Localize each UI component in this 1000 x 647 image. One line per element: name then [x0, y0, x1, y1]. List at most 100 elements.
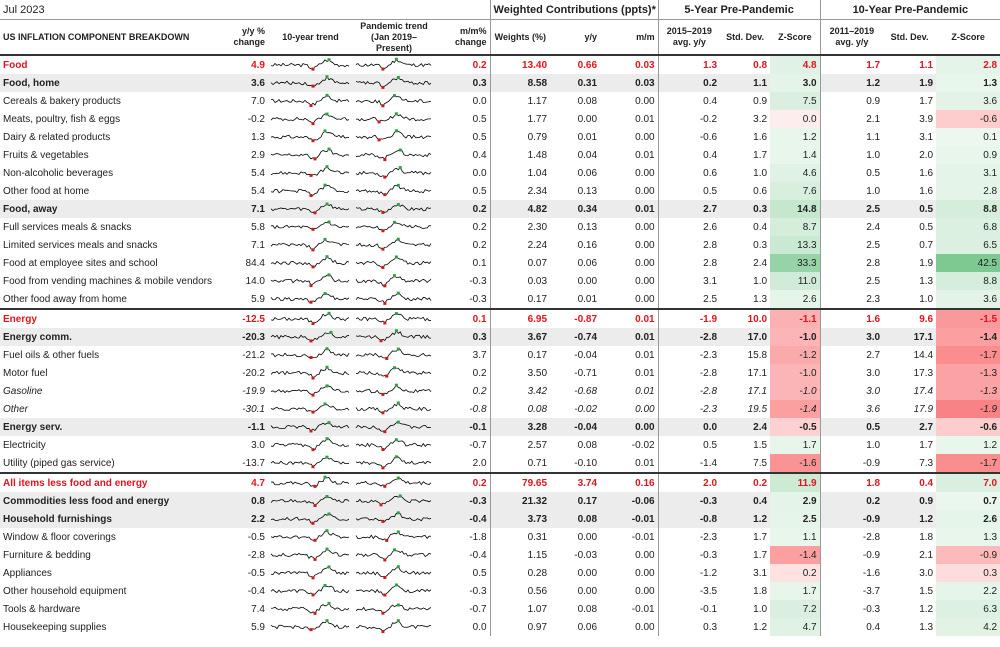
- wt-cell: 0.79: [489, 128, 551, 146]
- sparkline-low-marker: [309, 284, 313, 288]
- z-5-cell: -1.1: [770, 308, 821, 328]
- sd-5-cell: 1.3: [753, 293, 768, 305]
- sparkline-low-marker: [311, 593, 315, 597]
- avg-10-cell: 1.8: [819, 472, 884, 492]
- z-5-cell: -1.0: [770, 364, 821, 382]
- wt-cell: 0.07: [489, 254, 551, 272]
- ten-year-trend-sparkline: [268, 236, 353, 254]
- sparkline-low-marker: [381, 265, 385, 269]
- cm-cell: 0.01: [635, 457, 655, 469]
- cm-cell: 0.01: [600, 200, 659, 218]
- cm-cell: 0.16: [600, 472, 659, 492]
- z-5-cell: -1.2: [770, 346, 821, 364]
- sparkline-high-marker: [396, 237, 400, 241]
- avg5-column-header: 2015–2019 avg. y/y: [657, 19, 721, 56]
- mm-cell: 0.0: [472, 621, 487, 633]
- sd-5-cell: 1.0: [753, 275, 768, 287]
- sparkline-low-marker: [311, 67, 315, 71]
- z-10-cell: 2.8: [936, 182, 1000, 200]
- sparkline: [270, 601, 350, 615]
- sd-5-cell: 0.4: [753, 221, 768, 233]
- z-5-cell: 4.7: [770, 618, 821, 636]
- ten-year-trend-sparkline: [268, 528, 353, 546]
- wt-cell: 0.08: [489, 400, 551, 418]
- yy-cell: -1.1: [228, 418, 268, 436]
- cy-cell: 0.08: [577, 439, 598, 451]
- sparkline-high-marker: [394, 312, 398, 316]
- sd-5-cell: 17.1: [747, 385, 768, 397]
- table-row: Other food away from home 5.9 -0.3 0.17 0.01…: [0, 290, 1000, 309]
- group-header-row: Jul 2023 Weighted Contributions (ppts)* …: [0, 0, 1000, 20]
- avg-5-cell: 0.5: [657, 436, 721, 454]
- z-5-cell: 13.3: [770, 236, 821, 254]
- sd-5-cell: 1.7: [753, 531, 768, 543]
- cm-cell: 0.01: [635, 113, 655, 125]
- sparkline: [355, 511, 432, 523]
- sd-5-cell: 0.3: [720, 200, 771, 218]
- mm-cell: 0.5: [472, 567, 487, 579]
- sparkline: [355, 237, 432, 251]
- avg-10-cell: 2.5: [819, 200, 884, 218]
- yy-cell: 5.8: [251, 221, 265, 233]
- sparkline-high-marker: [396, 619, 400, 623]
- sparkline-high-marker: [394, 129, 398, 133]
- pandemic-trend-sparkline: [353, 546, 435, 564]
- sd-10-cell: 1.8: [919, 531, 934, 543]
- sparkline: [270, 384, 350, 397]
- pandemic-trend-sparkline: [353, 600, 435, 618]
- table-row: Cereals & bakery products 7.0 0.0 1.17 0.08 0…: [0, 92, 1000, 110]
- cm-cell: -0.01: [600, 510, 659, 528]
- ten-year-trend-sparkline: [268, 582, 353, 600]
- ten-year-header: 10-Year Pre-Pandemic: [819, 0, 1000, 20]
- sd-5-cell: 0.8: [753, 59, 768, 71]
- pandemic-trend-sparkline: [353, 328, 435, 346]
- z-10-cell: 3.6: [936, 92, 1000, 110]
- sparkline: [355, 347, 432, 360]
- avg-10-cell: 0.5: [819, 164, 884, 182]
- avg-10-cell: 1.0: [819, 436, 884, 454]
- table-row: Other household equipment -0.4 -0.3 0.56 0.0…: [0, 582, 1000, 600]
- z-10-cell: -1.4: [936, 328, 1000, 346]
- avg-5-cell: 2.5: [657, 290, 721, 309]
- yy-cell: 7.4: [251, 603, 265, 615]
- cy-cell: -0.02: [574, 403, 598, 415]
- sparkline: [270, 495, 350, 508]
- sparkline-low-marker: [309, 173, 313, 177]
- sparkline-low-marker: [383, 430, 387, 434]
- yy-cell: -12.5: [228, 308, 268, 328]
- ten-year-trend-sparkline: [268, 346, 353, 364]
- sd-5-cell: 1.0: [753, 167, 768, 179]
- mm-cell: -0.3: [469, 275, 487, 287]
- sparkline: [355, 401, 432, 415]
- component-label: Household furnishings: [0, 510, 228, 528]
- cy-cell: 0.00: [577, 275, 598, 287]
- z-10-cell: 0.1: [936, 128, 1000, 146]
- ten-year-trend-sparkline: [268, 400, 353, 418]
- table-row: Food, home 3.6 0.3 8.58 0.31 0.03 0.2 1.1 3.0 1.2…: [0, 74, 1000, 92]
- z-5-cell: 1.1: [770, 528, 821, 546]
- ten-year-trend-sparkline: [268, 110, 353, 128]
- z-5-cell: 2.9: [770, 492, 821, 510]
- z-10-cell: -1.3: [936, 382, 1000, 400]
- pandemic-column-header: Pandemic trend (Jan 2019–Present): [353, 19, 435, 56]
- sparkline-high-marker: [398, 148, 402, 152]
- sparkline-high-marker: [323, 292, 327, 296]
- sparkline: [270, 183, 350, 198]
- wt-cell: 3.50: [489, 364, 551, 382]
- sparkline-low-marker: [385, 538, 389, 542]
- sparkline-high-marker: [325, 529, 329, 533]
- table-row: Household furnishings 2.2 -0.4 3.73 0.08 -0.0…: [0, 510, 1000, 528]
- table-row: Food from vending machines & mobile vend…: [0, 272, 1000, 290]
- mm-cell: 0.5: [472, 131, 487, 143]
- cm-cell: 0.00: [635, 621, 655, 633]
- sparkline-low-marker: [311, 248, 315, 252]
- sparkline-low-marker: [311, 393, 315, 397]
- yy-cell: 1.3: [251, 131, 265, 143]
- component-label: Motor fuel: [3, 367, 48, 379]
- ten-year-trend-sparkline: [268, 308, 353, 328]
- sparkline-low-marker: [381, 229, 385, 233]
- yy-cell: -21.2: [242, 349, 265, 361]
- z5-column-header: Z-Score: [770, 19, 821, 56]
- wt-cell: 1.17: [489, 92, 551, 110]
- sparkline-high-marker: [398, 166, 402, 170]
